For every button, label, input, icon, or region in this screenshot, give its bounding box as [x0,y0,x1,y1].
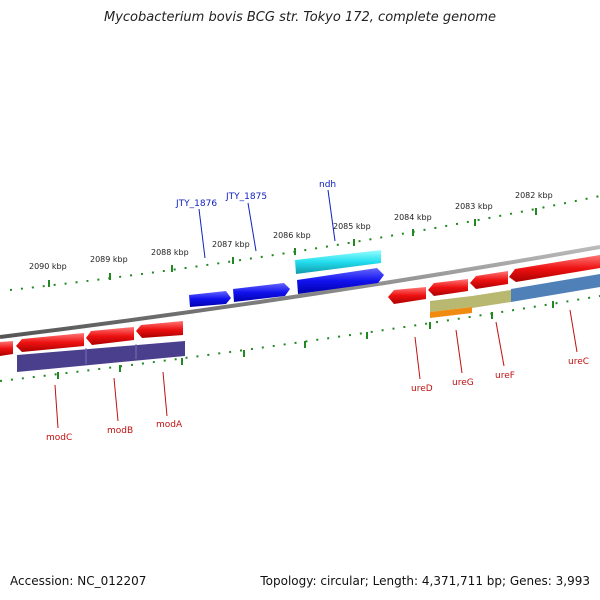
label-ured: ureD [411,384,433,394]
ure-protein-b[interactable] [472,290,511,308]
ruler-label-2089: 2089 kbp [90,255,128,264]
lower-major-ticks [57,301,554,379]
genome-backbone [0,245,600,339]
gene-ured[interactable] [388,287,426,304]
gene-ndh-highlight[interactable] [295,250,381,274]
gene-urec[interactable] [509,255,600,282]
top-strand-genes [189,250,384,307]
label-ndh: ndh [319,180,336,190]
label-moda: modA [156,420,183,430]
ure-protein-a[interactable] [430,296,472,312]
label-uref: ureF [495,371,515,381]
ure-protein-d[interactable] [430,307,472,318]
ruler-label-2086: 2086 kbp [273,231,311,240]
gene-modb[interactable] [86,327,134,345]
ure-genes [388,255,600,318]
gene-ureg[interactable] [428,279,468,296]
label-ureg: ureG [452,378,474,388]
ure-protein-c[interactable] [511,274,600,302]
gene-jty-1876[interactable] [189,291,231,307]
label-jty-1876: JTY_1876 [175,199,217,209]
gene-jty-1875[interactable] [233,283,290,302]
gene-ndh[interactable] [297,268,384,294]
ruler-label-2085: 2085 kbp [333,222,371,231]
top-label-lines [198,189,336,259]
mod-genes [0,321,185,372]
ruler-label-2082: 2082 kbp [515,191,553,200]
ruler-label-2084: 2084 kbp [394,213,432,222]
gene-modc[interactable] [16,333,84,352]
gene-moda[interactable] [136,321,183,338]
ruler-label-2083: 2083 kbp [455,202,493,211]
genome-title: Mycobacterium bovis BCG str. Tokyo 172, … [104,10,496,25]
gene-uref[interactable] [470,271,508,289]
mod-protein-band[interactable] [17,341,185,372]
label-urec: ureC [568,357,589,367]
accession-text: Accession: NC_012207 [10,574,147,588]
label-jty-1875: JTY_1875 [225,192,267,202]
ruler-label-2090: 2090 kbp [29,262,67,271]
genome-summary: Topology: circular; Length: 4,371,711 bp… [260,574,590,588]
ruler-label-2088: 2088 kbp [151,248,189,257]
ruler-label-2087: 2087 kbp [212,240,250,249]
upper-major-ticks [48,208,537,287]
label-modc: modC [46,433,72,443]
label-modb: modB [107,426,133,436]
bottom-label-lines [54,309,578,429]
gene-left-edge[interactable] [0,341,13,356]
